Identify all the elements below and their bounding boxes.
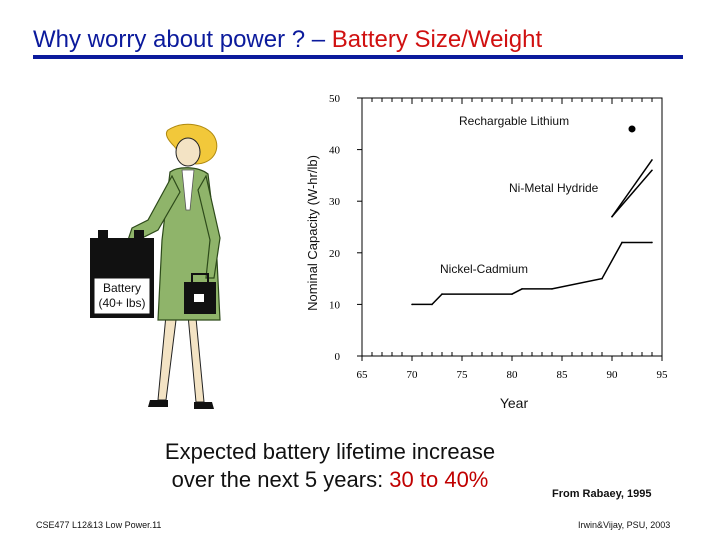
caption: Expected battery lifetime increase over t… bbox=[130, 438, 530, 494]
woman-face bbox=[175, 137, 201, 167]
y-tick-label: 50 bbox=[329, 93, 341, 105]
series-point bbox=[551, 288, 553, 290]
x-tick-label: 90 bbox=[607, 369, 619, 381]
caption-line2: over the next 5 years: bbox=[171, 467, 390, 492]
chart-axes bbox=[357, 97, 663, 361]
x-tick-label: 65 bbox=[357, 369, 369, 381]
chart-marks bbox=[411, 125, 653, 306]
series-point bbox=[651, 241, 653, 244]
series-point bbox=[621, 241, 623, 244]
caption-highlight: 30 to 40% bbox=[389, 467, 489, 492]
series-point bbox=[521, 288, 523, 290]
series-point bbox=[611, 215, 613, 218]
chart-labels: 0 10 20 30 40 50 65 70 75 80 85 90 95 Year Nominal Cap… bbox=[305, 93, 668, 411]
series-point bbox=[651, 159, 653, 161]
series-line-1 bbox=[611, 169, 653, 218]
series-line-2 bbox=[611, 159, 653, 218]
y-axis-label: Nominal Capacity (W-hr/lb) bbox=[305, 155, 320, 311]
briefcase-tag bbox=[194, 294, 204, 302]
plot-frame bbox=[361, 97, 663, 357]
series-point bbox=[431, 303, 433, 306]
battery-label-box bbox=[93, 277, 151, 315]
woman-with-battery-illustration: Battery (40+ lbs) bbox=[90, 123, 221, 409]
series-point bbox=[441, 293, 443, 295]
series-point bbox=[601, 277, 603, 280]
woman-shoes bbox=[148, 400, 214, 409]
source-credit: From Rabaey, 1995 bbox=[552, 488, 652, 500]
y-tick-label: 10 bbox=[329, 299, 341, 311]
battery-terminal-left bbox=[98, 230, 108, 240]
x-tick-label: 85 bbox=[557, 369, 569, 381]
series-label: Rechargable Lithium bbox=[459, 114, 569, 128]
battery-label-line2: (40+ lbs) bbox=[98, 296, 145, 310]
battery-label-line1: Battery bbox=[103, 281, 141, 295]
footer-authors: Irwin&Vijay, PSU, 2003 bbox=[578, 520, 671, 530]
series-point bbox=[411, 303, 413, 306]
x-tick-label: 70 bbox=[407, 369, 419, 381]
title-accent: Battery Size/Weight bbox=[331, 26, 543, 53]
footer-course-id: CSE477 L12&13 Low Power.11 bbox=[36, 520, 162, 530]
x-tick-label: 75 bbox=[457, 369, 469, 381]
briefcase-handle bbox=[191, 273, 209, 282]
x-tick-label: 80 bbox=[507, 369, 519, 381]
y-tick-label: 30 bbox=[329, 196, 341, 208]
woman-right-arm bbox=[197, 174, 221, 279]
title-underline bbox=[33, 55, 683, 59]
x-tick-label: 95 bbox=[657, 369, 669, 381]
y-tick-label: 40 bbox=[329, 145, 341, 157]
series-point bbox=[651, 169, 653, 172]
woman-blouse bbox=[181, 169, 195, 211]
series-point bbox=[511, 293, 513, 295]
x-axis-label: Year bbox=[500, 395, 529, 411]
battery-terminal-right bbox=[134, 230, 144, 240]
title-main: Why worry about power ? – bbox=[33, 26, 332, 53]
series-label: Nickel-Cadmium bbox=[440, 262, 528, 276]
slide-title: Why worry about power ? – Battery Size/W… bbox=[33, 26, 542, 54]
y-tick-label: 20 bbox=[329, 248, 341, 260]
y-tick-label: 0 bbox=[335, 351, 341, 363]
caption-line1: Expected battery lifetime increase bbox=[164, 439, 496, 464]
data-point-lithium bbox=[628, 125, 636, 133]
series-label: Ni-Metal Hydride bbox=[509, 181, 599, 195]
